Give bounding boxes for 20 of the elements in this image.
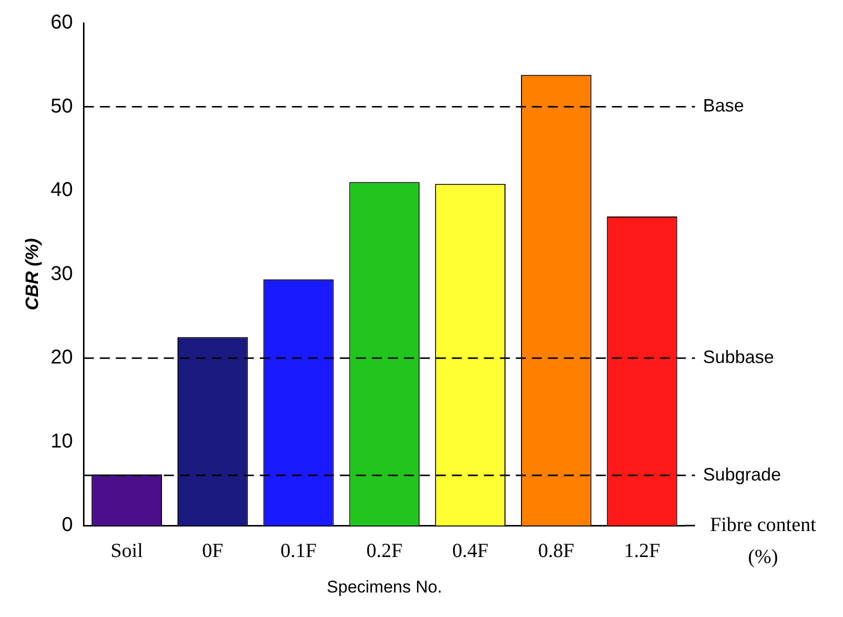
x-tick-label: 0F: [202, 540, 224, 562]
x-tick-label: 0.1F: [280, 540, 317, 562]
x-tick-label: 0.4F: [452, 540, 488, 562]
y-axis-title: CBR (%): [22, 238, 42, 310]
y-tick-label: 60: [50, 12, 73, 34]
x-tick-label: 0.2F: [366, 540, 402, 562]
text: Fibre content (%): [710, 514, 816, 568]
ref-line-label: Subbase: [703, 347, 774, 368]
y-tick-label: 50: [50, 95, 73, 118]
x-tick-label: 1.2F: [624, 540, 660, 562]
x-tick-label: 0.8F: [538, 540, 574, 562]
x-axis-title: Specimens No.: [326, 577, 442, 596]
ref-line-label: Base: [703, 96, 744, 116]
y-tick-label: 40: [50, 179, 73, 202]
x-tick-label: Soil: [110, 540, 144, 562]
ref-line-label: Subgrade: [703, 464, 782, 484]
y-tick-label: 30: [50, 262, 73, 285]
y-tick-label: 10: [50, 430, 73, 452]
y-tick-label: 20: [50, 346, 73, 369]
y-tick-label: 0: [62, 514, 73, 536]
